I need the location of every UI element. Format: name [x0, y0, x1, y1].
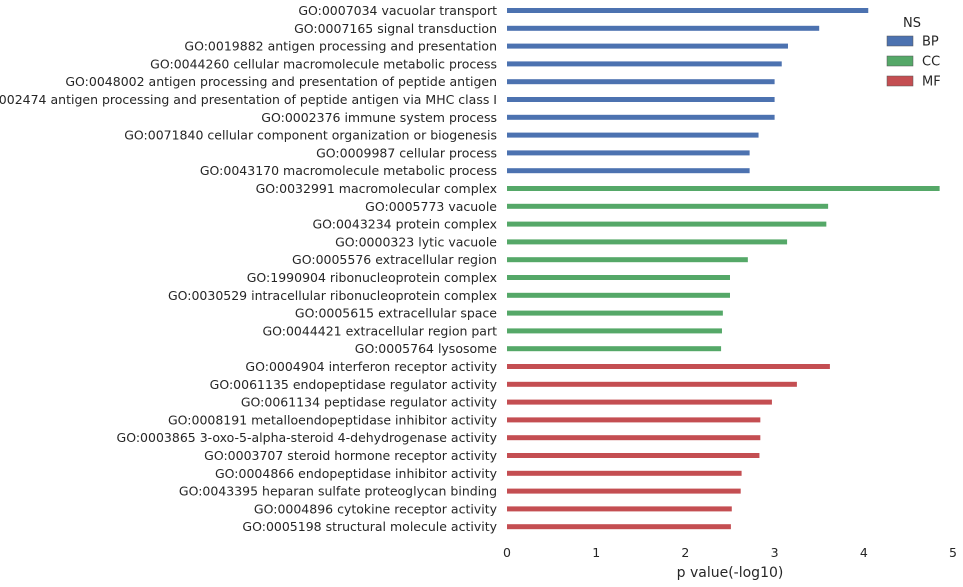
category-label: GO:0003865 3-oxo-5-alpha-steroid 4-dehyd…	[117, 430, 498, 445]
bar-bp	[507, 150, 750, 156]
bar-bp	[507, 8, 869, 13]
legend-title: NS	[903, 16, 921, 31]
bar-cc	[507, 239, 788, 245]
bar-bp	[507, 79, 775, 85]
category-label: GO:0048002 antigen processing and presen…	[65, 74, 497, 89]
bar-mf	[507, 364, 830, 369]
category-label: GO:0043170 macromolecule metabolic proce…	[200, 163, 497, 178]
x-tick-label: 2	[681, 545, 689, 560]
category-label: GO:0032991 macromolecular complex	[256, 181, 497, 196]
bar-bp	[507, 97, 775, 102]
category-label: GO:0000323 lytic vacuole	[335, 234, 497, 249]
x-tick-label: 3	[771, 545, 779, 560]
category-label: GO:0004896 cytokine receptor activity	[254, 501, 498, 516]
bar-cc	[507, 275, 730, 280]
legend-swatch-cc	[886, 55, 914, 67]
bar-bp	[507, 168, 750, 174]
bar-cc	[507, 292, 730, 298]
bars	[507, 8, 940, 530]
bar-mf	[507, 488, 741, 494]
category-label: GO:0002474 antigen processing and presen…	[0, 92, 497, 107]
bar-mf	[507, 506, 732, 512]
category-label: GO:0030529 intracellular ribonucleoprote…	[168, 288, 497, 303]
bar-cc	[507, 221, 827, 227]
bar-mf	[507, 399, 772, 405]
category-label: GO:0005198 structural molecule activity	[242, 519, 497, 534]
category-label: GO:0005773 vacuole	[365, 199, 497, 214]
legend-swatch-mf	[886, 75, 914, 87]
category-label: GO:0043234 protein complex	[312, 217, 497, 232]
legend: NS BP CC MF	[886, 16, 941, 90]
category-label: GO:0043395 heparan sulfate proteoglycan …	[179, 484, 497, 499]
category-label: GO:0005764 lysosome	[355, 341, 498, 356]
category-label: GO:0005615 extracellular space	[295, 306, 497, 321]
category-labels: GO:0007034 vacuolar transport GO:0007165 …	[0, 3, 498, 534]
category-label: GO:0004904 interferon receptor activity	[245, 359, 497, 374]
bar-mf	[507, 381, 797, 387]
legend-label-mf: MF	[922, 75, 941, 90]
category-label: GO:0003707 steroid hormone receptor acti…	[204, 448, 497, 463]
category-label: GO:0061135 endopeptidase regulator activ…	[210, 377, 498, 392]
category-label: GO:0004866 endopeptidase inhibitor activ…	[215, 466, 498, 481]
category-label: GO:0044421 extracellular region part	[262, 323, 497, 338]
x-tick-label: 0	[503, 545, 511, 560]
bar-bp	[507, 114, 775, 120]
x-tick-label: 1	[592, 545, 600, 560]
category-label: GO:0071840 cellular component organizati…	[124, 128, 497, 143]
x-axis-label: p value(-log10)	[677, 565, 784, 581]
bar-bp	[507, 43, 788, 49]
bar-cc	[507, 257, 748, 263]
bar-cc	[507, 203, 829, 209]
x-axis-ticks: 0 1 2 3 4 5	[503, 545, 957, 560]
legend-label-cc: CC	[922, 55, 940, 70]
category-label: GO:0008191 metalloendopeptidase inhibito…	[168, 412, 498, 427]
bar-cc	[507, 346, 722, 352]
bar-mf	[507, 470, 742, 476]
category-label: GO:0002376 immune system process	[261, 110, 497, 125]
category-label: GO:0009987 cellular process	[316, 145, 497, 160]
bar-cc	[507, 328, 722, 334]
bar-cc	[507, 186, 940, 191]
legend-swatch-bp	[886, 35, 914, 47]
bar-bp	[507, 25, 820, 31]
x-tick-label: 4	[860, 545, 868, 560]
bar-mf	[507, 417, 761, 423]
category-label: GO:1990904 ribonucleoprotein complex	[247, 270, 497, 285]
bar-mf	[507, 435, 761, 441]
category-label: GO:0019882 antigen processing and presen…	[184, 39, 497, 54]
category-label: GO:0007165 signal transduction	[294, 21, 497, 36]
bar-cc	[507, 310, 723, 316]
category-label: GO:0044260 cellular macromolecule metabo…	[150, 56, 497, 71]
category-label: GO:0005576 extracellular region	[292, 252, 497, 267]
x-tick-label: 5	[949, 545, 957, 560]
bar-mf	[507, 524, 731, 530]
legend-label-bp: BP	[922, 35, 939, 50]
bar-bp	[507, 132, 759, 138]
bar-bp	[507, 61, 782, 67]
category-label: GO:0061134 peptidase regulator activity	[241, 395, 498, 410]
category-label: GO:0007034 vacuolar transport	[298, 3, 497, 18]
bar-mf	[507, 453, 760, 458]
